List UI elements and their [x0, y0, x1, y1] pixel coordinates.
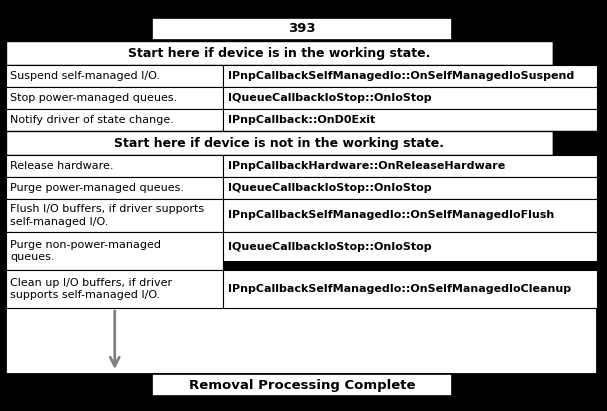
Bar: [6, 177, 223, 199]
Bar: [223, 87, 597, 109]
Bar: [152, 18, 452, 40]
Bar: [6, 232, 223, 270]
Text: Stop power-managed queues.: Stop power-managed queues.: [10, 93, 177, 103]
Bar: [6, 41, 597, 374]
Text: Start here if device is in the working state.: Start here if device is in the working s…: [128, 46, 431, 60]
Bar: [6, 155, 223, 177]
Bar: [223, 109, 597, 131]
Text: IQueueCallbackIoStop::OnIoStop: IQueueCallbackIoStop::OnIoStop: [228, 242, 432, 252]
Text: IPnpCallbackHardware::OnReleaseHardware: IPnpCallbackHardware::OnReleaseHardware: [228, 161, 506, 171]
Bar: [6, 199, 223, 232]
Text: IQueueCallbackIoStop::OnIoStop: IQueueCallbackIoStop::OnIoStop: [228, 93, 432, 103]
Bar: [223, 155, 597, 177]
Bar: [223, 261, 597, 270]
Bar: [553, 41, 597, 65]
Text: IPnpCallbackSelfManagedIo::OnSelfManagedIoCleanup: IPnpCallbackSelfManagedIo::OnSelfManaged…: [228, 284, 572, 294]
Bar: [6, 87, 223, 109]
Text: IPnpCallbackSelfManagedIo::OnSelfManagedIoFlush: IPnpCallbackSelfManagedIo::OnSelfManaged…: [228, 210, 555, 220]
Text: IQueueCallbackIoStop::OnIoStop: IQueueCallbackIoStop::OnIoStop: [228, 183, 432, 193]
Bar: [553, 131, 597, 155]
Bar: [6, 41, 553, 65]
Text: Purge power-managed queues.: Purge power-managed queues.: [10, 183, 184, 193]
Text: Notify driver of state change.: Notify driver of state change.: [10, 115, 174, 125]
Bar: [6, 109, 223, 131]
Text: Suspend self-managed I/O.: Suspend self-managed I/O.: [10, 71, 160, 81]
Bar: [152, 374, 452, 396]
Bar: [223, 232, 597, 270]
Bar: [223, 270, 597, 308]
Bar: [6, 270, 223, 308]
Bar: [223, 199, 597, 232]
Text: 393: 393: [288, 23, 316, 35]
Text: Start here if device is not in the working state.: Start here if device is not in the worki…: [115, 136, 444, 150]
Bar: [223, 65, 597, 87]
Text: Purge non-power-managed
queues.: Purge non-power-managed queues.: [10, 240, 161, 262]
Text: IPnpCallback::OnD0Exit: IPnpCallback::OnD0Exit: [228, 115, 376, 125]
Text: IPnpCallbackSelfManagedIo::OnSelfManagedIoSuspend: IPnpCallbackSelfManagedIo::OnSelfManaged…: [228, 71, 575, 81]
Bar: [6, 131, 553, 155]
Text: Clean up I/O buffers, if driver
supports self-managed I/O.: Clean up I/O buffers, if driver supports…: [10, 277, 172, 300]
Bar: [6, 65, 223, 87]
Text: Removal Processing Complete: Removal Processing Complete: [189, 379, 415, 392]
Text: Release hardware.: Release hardware.: [10, 161, 114, 171]
Text: Flush I/O buffers, if driver supports
self-managed I/O.: Flush I/O buffers, if driver supports se…: [10, 204, 204, 227]
Bar: [223, 177, 597, 199]
